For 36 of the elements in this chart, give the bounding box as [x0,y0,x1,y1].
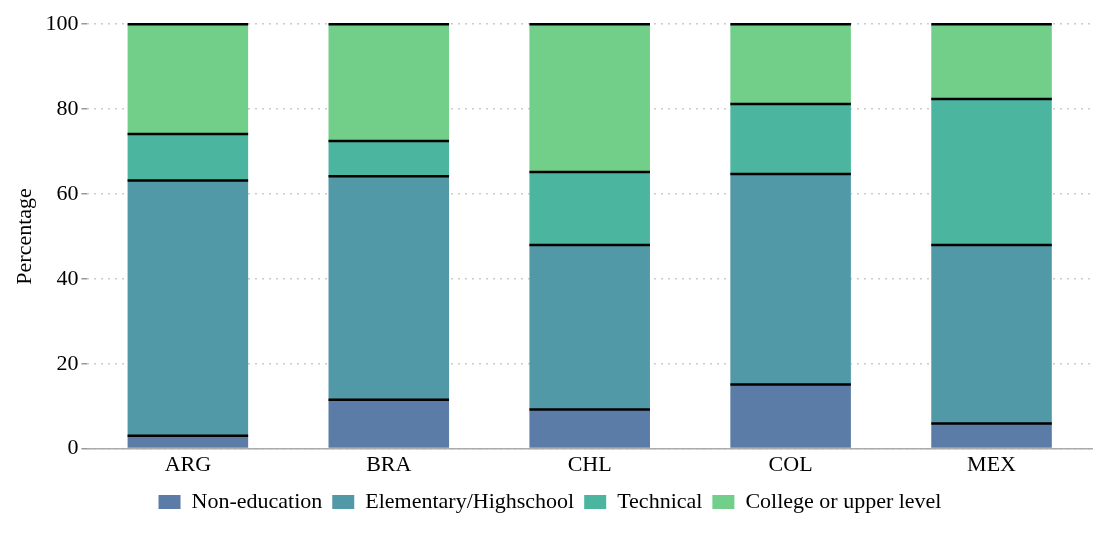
y-tick-label: 0 [67,434,79,460]
bar [127,134,249,181]
bar [931,24,1052,99]
legend-label: Elementary/Highschool [365,487,575,513]
bar [931,423,1052,448]
bar [328,24,450,141]
legend-label: Non-education [191,487,323,513]
x-tick-label: COL [768,450,813,476]
y-tick-label: 100 [45,9,79,35]
legend-label: Technical [617,487,703,513]
bar [127,180,249,436]
bar [529,24,650,172]
bar [529,409,650,448]
y-tick-label: 40 [56,264,79,290]
bar [931,98,1052,245]
bar [730,174,851,385]
y-tick-label: 20 [56,349,79,375]
bar [730,103,851,175]
x-tick-label: ARG [164,450,212,476]
bar [730,24,851,104]
bar [328,399,450,448]
x-tick-label: MEX [967,450,1017,476]
bar [529,171,650,245]
bar [931,244,1052,424]
bar [127,435,249,448]
bar [328,140,450,177]
bar [328,176,450,400]
bar [730,384,851,448]
x-tick-label: BRA [366,450,412,476]
bar [529,244,650,410]
x-tick-label: CHL [567,450,612,476]
y-axis-title: Percentage [10,188,36,285]
legend-label: College or upper level [745,487,942,513]
bar [127,24,249,135]
y-tick-label: 60 [56,179,79,205]
y-tick-label: 80 [56,94,79,120]
